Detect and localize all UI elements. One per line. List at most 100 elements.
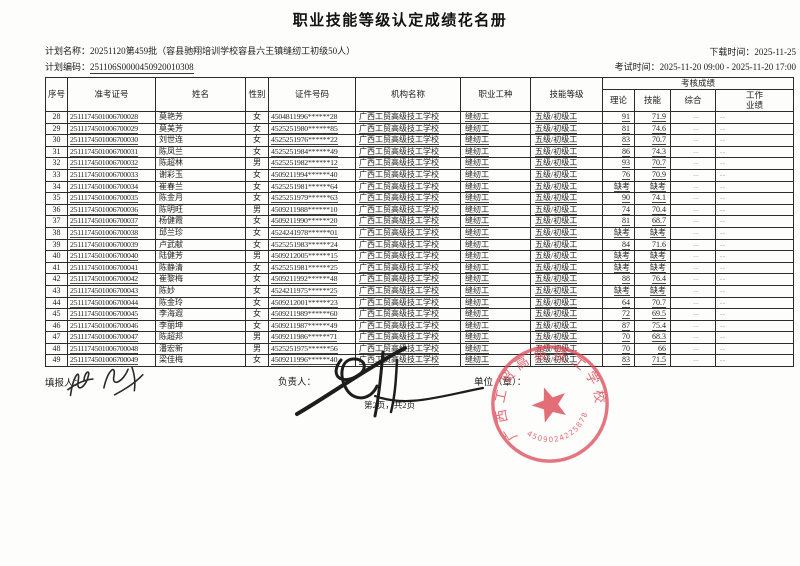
cell-seq: 46	[45, 319, 68, 333]
cell-job-type: 缝纫工	[460, 134, 531, 147]
cell-skill-level: 五级/初级工	[530, 122, 603, 136]
cell-skill-level: 五级/初级工	[530, 284, 603, 298]
cell-id-number: 4525251984******49	[268, 145, 356, 159]
cell-seq: 39	[45, 238, 68, 252]
cell-work-performance-score: --	[714, 180, 795, 194]
cell-seq: 32	[45, 157, 68, 170]
cell-theory-score: 83	[602, 134, 635, 147]
cell-skill-score: 66	[634, 342, 671, 356]
cell-seq: 29	[45, 122, 68, 136]
cell-gender: 男	[245, 157, 269, 170]
cell-work-performance-score: --	[714, 342, 795, 356]
stamp-number-text: 4509024225878	[523, 408, 595, 454]
results-tbody: 28 2511174501006700028 莫艳芳女 4504811996*****…	[45, 111, 795, 368]
cell-comprehensive-score: --	[670, 145, 716, 159]
cell-work-performance-score: --	[714, 215, 795, 228]
cell-comprehensive-score: --	[670, 308, 716, 321]
cell-seq: 41	[45, 261, 68, 275]
cell-comprehensive-score: --	[670, 273, 716, 286]
cell-skill-score: 71.5	[634, 354, 671, 368]
cell-work-performance-score: --	[714, 284, 795, 298]
cell-org-name: 广西工贸高级技工学校	[355, 319, 461, 333]
cell-ticket-number: 2511174501006700047	[67, 331, 156, 344]
cell-name: 陈明旺	[155, 203, 246, 217]
cell-skill-score: 缺考	[634, 180, 671, 194]
header-name: 姓名	[155, 77, 246, 112]
cell-skill-score: 70.7	[634, 134, 671, 147]
cell-skill-score: 70.9	[634, 168, 671, 182]
table-row: 32 2511174501006700032 陈超林男 4525251982*****…	[45, 157, 795, 170]
filler-label: 填报人：	[45, 379, 84, 389]
cell-job-type: 缝纫工	[460, 250, 531, 263]
cell-job-type: 缝纫工	[460, 296, 531, 310]
cell-seq: 47	[45, 331, 68, 344]
cell-gender: 女	[245, 215, 269, 228]
cell-work-performance-score: --	[714, 331, 795, 344]
cell-work-performance-score: --	[714, 308, 795, 321]
cell-gender: 女	[245, 111, 269, 124]
cell-seq: 38	[45, 226, 68, 240]
cell-comprehensive-score: --	[670, 180, 716, 194]
cell-seq: 28	[45, 111, 68, 124]
cell-gender: 女	[245, 308, 269, 321]
cell-skill-level: 五级/初级工	[530, 145, 603, 159]
cell-work-performance-score: --	[714, 203, 795, 217]
page-number-info: 第2页，共2页	[364, 400, 416, 410]
cell-org-name: 广西工贸高级技工学校	[355, 308, 461, 321]
cell-skill-score: 70.7	[634, 157, 671, 170]
cell-theory-score: 87	[602, 319, 635, 333]
cell-job-type: 缝纫工	[460, 192, 531, 205]
cell-org-name: 广西工贸高级技工学校	[355, 111, 461, 124]
cell-skill-score: 75.4	[634, 319, 671, 333]
cell-comprehensive-score: --	[670, 215, 716, 228]
header-comprehensive: 综合	[670, 89, 716, 112]
download-time-value: 2025-11-25	[754, 47, 796, 57]
cell-theory-score: 74	[602, 203, 635, 217]
cell-job-type: 缝纫工	[460, 122, 531, 136]
cell-gender: 男	[245, 331, 269, 344]
table-row: 49 2511174501006700049 梁佳梅女 4509211996*****…	[45, 354, 795, 368]
plan-code-label: 计划编码：	[45, 62, 91, 72]
cell-skill-score: 70.4	[634, 203, 671, 217]
cell-skill-level: 五级/初级工	[530, 296, 603, 310]
cell-comprehensive-score: --	[670, 111, 716, 124]
cell-seq: 31	[45, 145, 68, 159]
cell-name: 陈超邦	[155, 331, 246, 344]
cell-name: 李丽坤	[155, 319, 246, 333]
cell-name: 刘世连	[155, 134, 246, 147]
cell-name: 莫艳芳	[155, 111, 246, 124]
cell-theory-score: 81	[602, 215, 635, 228]
cell-seq: 43	[45, 284, 68, 298]
header-skill: 技能	[634, 89, 671, 112]
exam-time-value: 2025-11-20 09:00 - 2025-11-20 17:00	[659, 62, 796, 72]
cell-ticket-number: 2511174501006700033	[67, 168, 156, 182]
cell-ticket-number: 2511174501006700028	[67, 111, 156, 124]
cell-seq: 44	[45, 296, 68, 310]
table-row: 40 2511174501006700040 陆健芳男 4509212005*****…	[45, 250, 795, 263]
plan-name-label: 计划名称：	[45, 46, 91, 56]
cell-ticket-number: 2511174501006700038	[67, 226, 156, 240]
results-table-wrap: 序号 准考证号 姓名 性别 证件号码 机构名称 职业工种 技能等级 考核成绩 理…	[45, 77, 795, 368]
cell-id-number: 4509211996******40	[268, 354, 356, 368]
cell-org-name: 广西工贸高级技工学校	[355, 145, 461, 159]
cell-skill-score: 68.3	[634, 331, 671, 344]
table-row: 35 2511174501006700035 陈金月女 4525251979*****…	[45, 192, 795, 205]
cell-job-type: 缝纫工	[460, 284, 531, 298]
cell-id-number: 4509212005******15	[268, 250, 356, 263]
table-row: 33 2511174501006700033 谢彩玉女 4509211994*****…	[45, 168, 795, 182]
cell-gender: 女	[245, 145, 269, 159]
cell-gender: 女	[245, 238, 269, 252]
manager-signature	[295, 346, 485, 418]
cell-skill-score: 70.7	[634, 296, 671, 310]
cell-gender: 女	[245, 261, 269, 275]
plan-code-value: 251106S0000450920010308	[90, 62, 194, 74]
cell-gender: 女	[245, 226, 269, 240]
cell-org-name: 广西工贸高级技工学校	[355, 226, 461, 240]
cell-skill-level: 五级/初级工	[530, 226, 603, 240]
cell-org-name: 广西工贸高级技工学校	[355, 192, 461, 205]
cell-job-type: 缝纫工	[460, 111, 531, 124]
cell-skill-level: 五级/初级工	[530, 273, 603, 286]
exam-time-label: 考试时间：	[614, 62, 660, 72]
cell-job-type: 缝纫工	[460, 261, 531, 275]
cell-seq: 48	[45, 342, 68, 356]
